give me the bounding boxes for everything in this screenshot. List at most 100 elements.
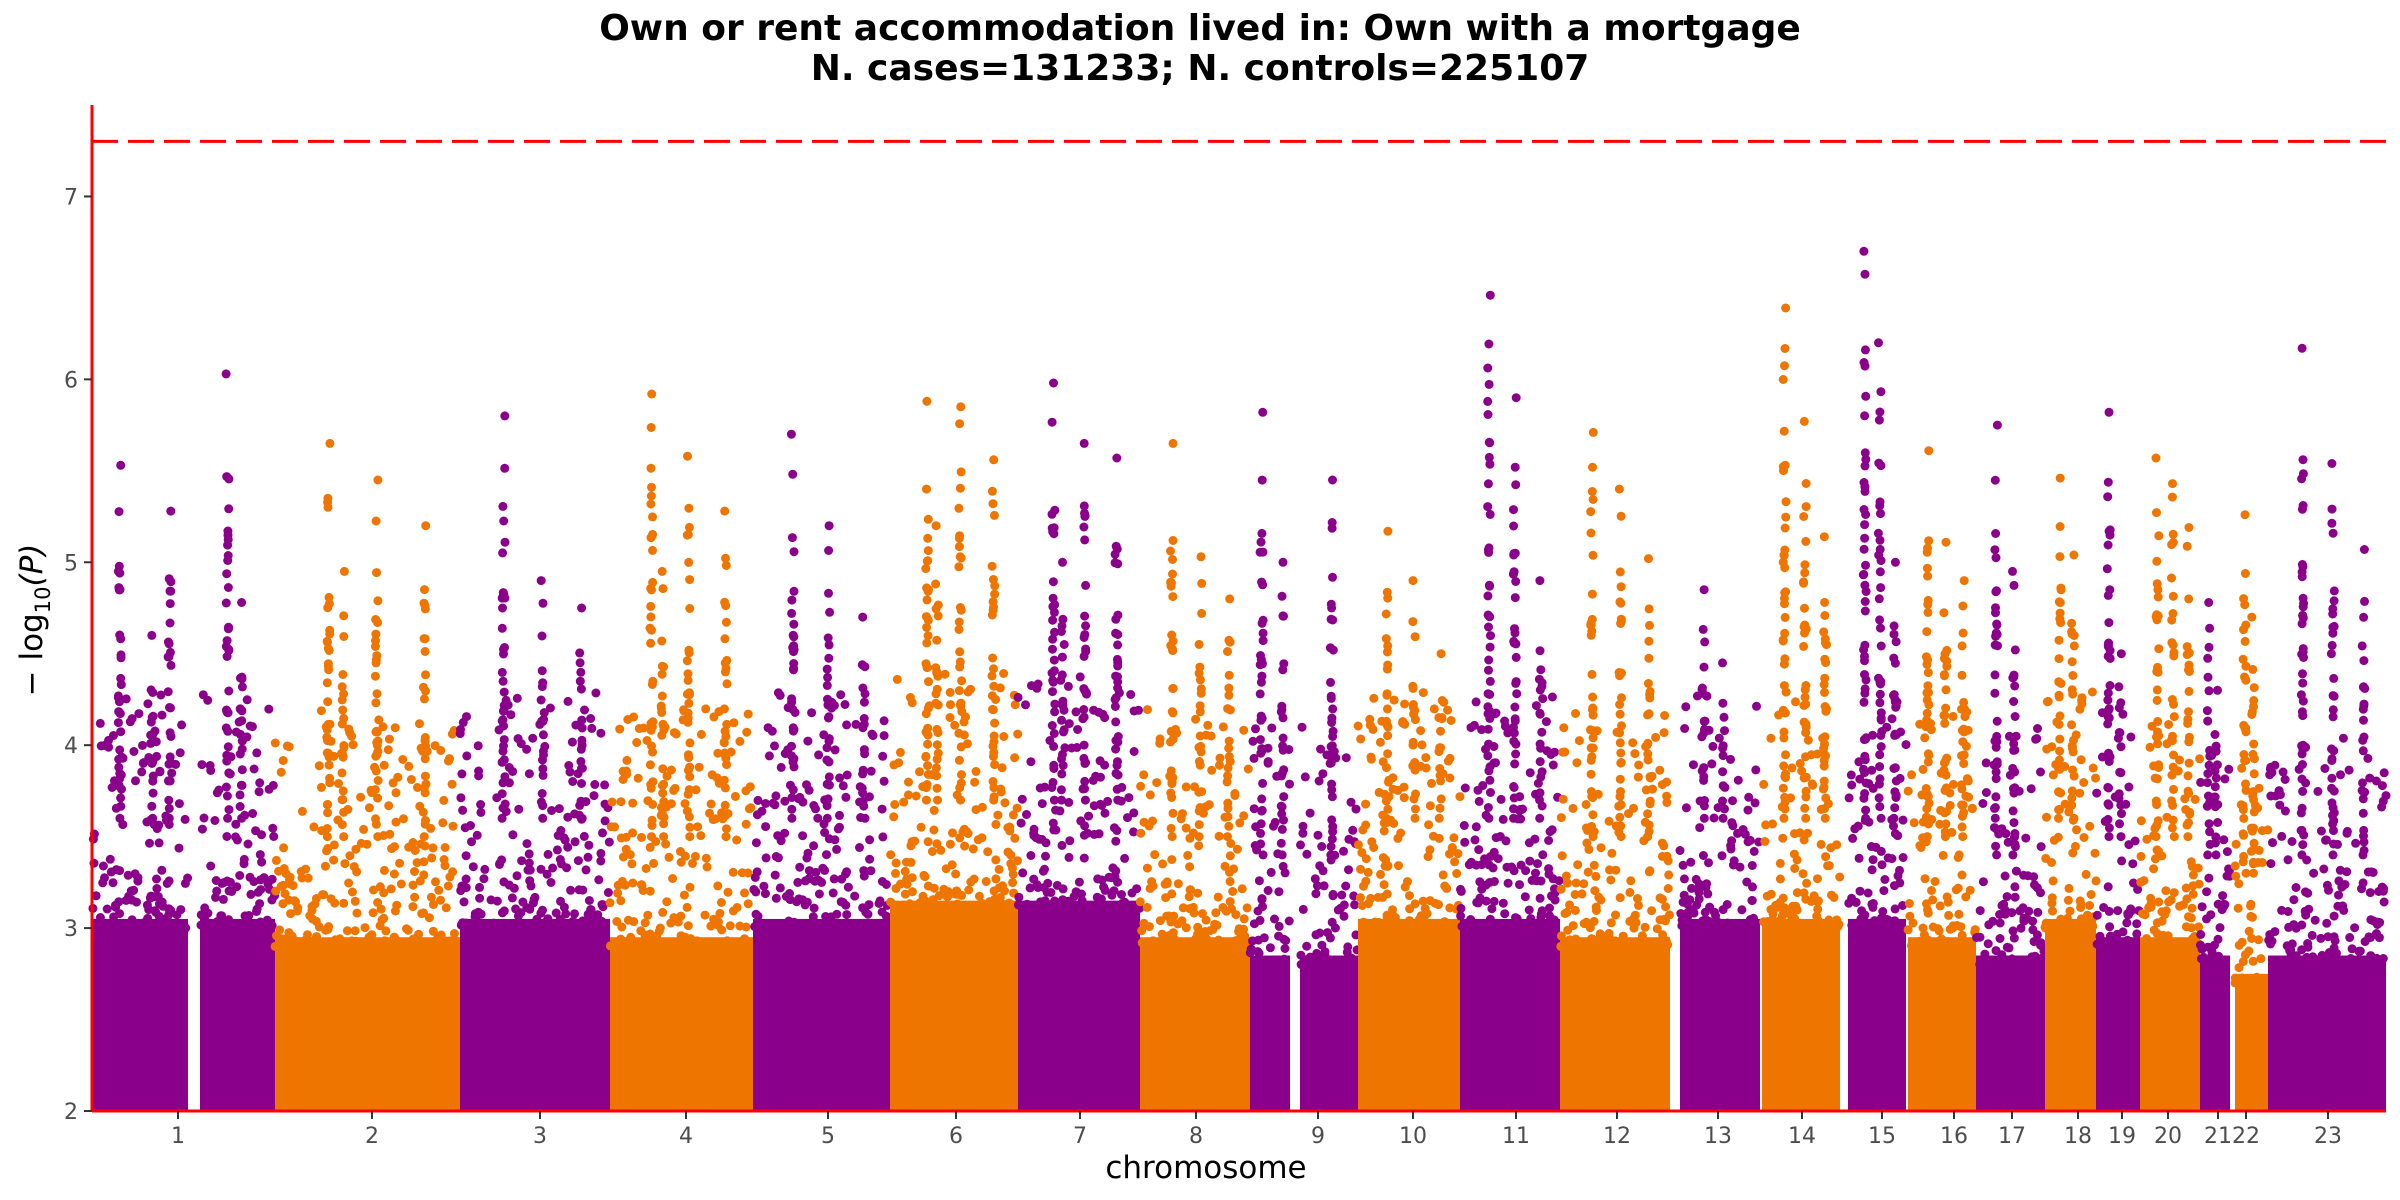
- snp-point: [685, 762, 695, 772]
- snp-point: [1928, 895, 1938, 905]
- snp-point: [1819, 627, 1829, 637]
- snp-point: [2268, 958, 2278, 968]
- snp-point: [1080, 630, 1090, 640]
- snp-point: [789, 619, 799, 629]
- snp-point: [1918, 764, 1928, 774]
- snp-point: [1256, 839, 1266, 849]
- snp-point: [789, 665, 798, 675]
- snp-point: [123, 870, 133, 880]
- snp-point: [2344, 765, 2354, 775]
- snp-point: [1750, 920, 1760, 929]
- snp-point: [1013, 729, 1023, 739]
- snp-point: [878, 832, 888, 842]
- snp-point: [2102, 564, 2112, 574]
- snp-point: [977, 802, 987, 812]
- snp-point: [1820, 634, 1830, 644]
- snp-point: [1483, 502, 1493, 512]
- chromosome-5-points: [749, 429, 895, 1111]
- snp-point: [222, 791, 232, 801]
- snp-point: [1616, 511, 1626, 521]
- snp-point: [625, 940, 634, 949]
- snp-point: [500, 772, 510, 782]
- snp-point: [659, 819, 669, 829]
- snp-point: [109, 731, 118, 740]
- snp-point: [822, 813, 832, 823]
- snp-point: [1662, 777, 1672, 787]
- snp-point: [1703, 919, 1713, 929]
- snp-point: [858, 788, 868, 798]
- peak-point: [166, 506, 176, 516]
- snp-point: [419, 598, 429, 608]
- peak-point: [2168, 479, 2177, 489]
- snp-point: [246, 889, 256, 899]
- snp-point: [581, 865, 591, 875]
- snp-point: [959, 717, 969, 727]
- snp-point: [2357, 884, 2366, 894]
- snp-point: [1008, 810, 1018, 820]
- snp-point: [499, 706, 509, 716]
- snp-point: [1747, 896, 1757, 905]
- snp-point: [1166, 737, 1175, 747]
- snp-point: [904, 777, 913, 787]
- chromosome-23-points: [2264, 343, 2391, 1111]
- snp-point: [2067, 786, 2077, 796]
- snp-point: [1718, 743, 1728, 753]
- snp-point: [1547, 922, 1557, 932]
- snp-point: [408, 880, 418, 890]
- snp-point: [371, 615, 381, 624]
- snp-point: [1171, 941, 1181, 951]
- snp-point: [2248, 956, 2258, 966]
- snp-point: [228, 923, 238, 933]
- snp-point: [1254, 935, 1263, 945]
- snp-point: [1370, 919, 1380, 929]
- snp-point: [1922, 804, 1932, 814]
- snp-point: [2328, 712, 2338, 722]
- snp-point: [114, 754, 124, 764]
- snp-point: [499, 735, 509, 745]
- snp-point: [694, 762, 704, 772]
- snp-point: [161, 923, 171, 933]
- snp-point: [1164, 911, 1174, 921]
- snp-point: [859, 719, 869, 729]
- snp-point: [2114, 789, 2124, 799]
- snp-point: [113, 718, 123, 728]
- snp-point: [648, 529, 658, 539]
- snp-point: [2069, 813, 2079, 823]
- snp-point: [210, 816, 220, 825]
- snp-point: [2336, 770, 2345, 780]
- snp-point: [379, 760, 389, 770]
- snp-point: [922, 622, 932, 632]
- snp-point: [497, 813, 507, 823]
- snp-point: [473, 741, 483, 751]
- snp-point: [1558, 747, 1568, 757]
- peak-point: [1614, 484, 1624, 494]
- snp-point: [1511, 652, 1521, 662]
- snp-point: [1659, 728, 1669, 738]
- snp-point: [743, 709, 753, 719]
- snp-point: [957, 770, 966, 780]
- snp-point: [683, 717, 693, 727]
- snp-point: [1113, 672, 1122, 682]
- snp-point: [272, 931, 281, 941]
- peak-point: [1225, 594, 1235, 604]
- snp-point: [1056, 785, 1066, 795]
- snp-point: [248, 809, 258, 818]
- peak-point: [500, 411, 510, 421]
- snp-point: [2167, 695, 2177, 704]
- snp-point: [902, 857, 911, 867]
- snp-point: [2241, 868, 2251, 878]
- snp-point: [1108, 905, 1118, 915]
- snp-point: [249, 764, 259, 774]
- snp-point: [615, 724, 625, 734]
- snp-point: [1846, 770, 1856, 780]
- snp-point: [1633, 938, 1643, 948]
- snp-point: [1873, 528, 1883, 538]
- snp-point: [237, 682, 247, 692]
- snp-point: [2138, 909, 2147, 919]
- snp-point: [1615, 728, 1625, 738]
- snp-point: [1158, 859, 1168, 869]
- snp-point: [1860, 580, 1870, 590]
- snp-point: [679, 890, 689, 900]
- snp-point: [988, 575, 998, 584]
- snp-point: [2077, 696, 2087, 706]
